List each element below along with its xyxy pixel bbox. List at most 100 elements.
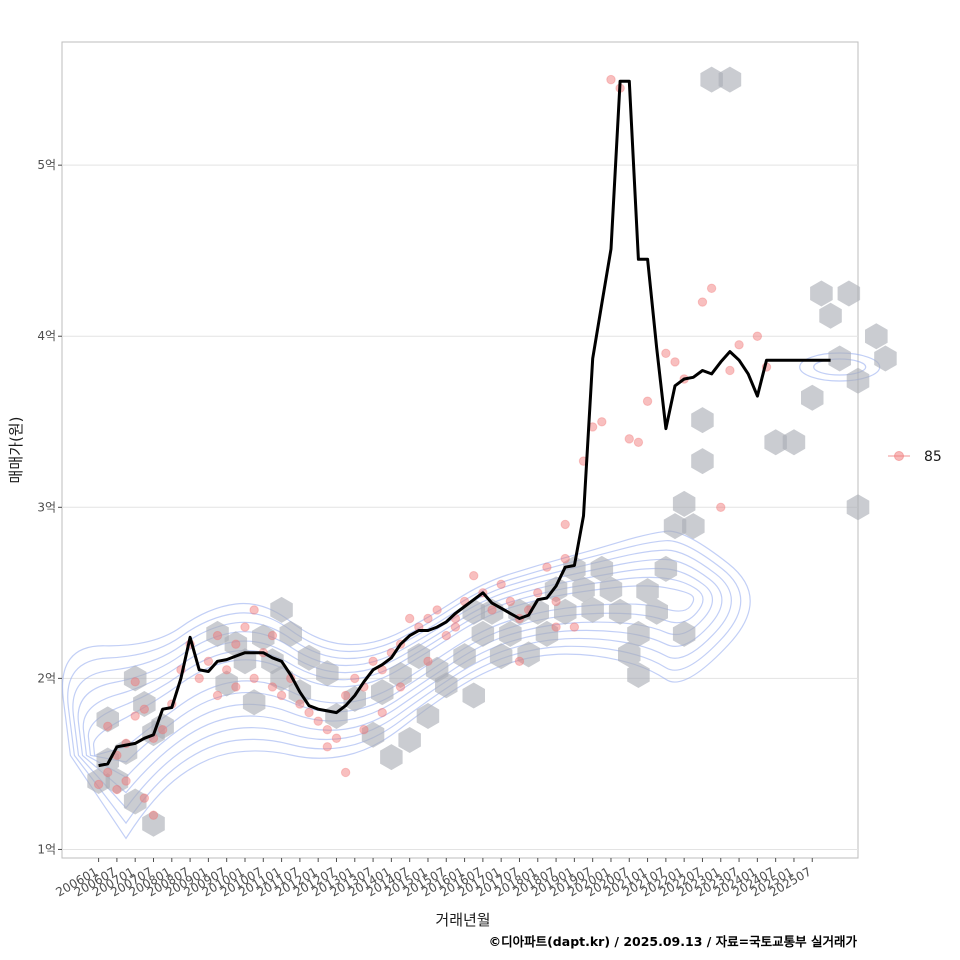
hexbin-layer xyxy=(87,66,897,837)
hexbin-cell xyxy=(627,662,650,688)
hexbin-cell xyxy=(343,685,366,712)
transaction-point xyxy=(725,365,735,376)
transaction-point xyxy=(569,622,580,632)
hexbin-cell xyxy=(819,302,842,329)
hexbin-cell xyxy=(361,721,385,748)
hexbin-cell xyxy=(489,643,513,670)
transaction-point xyxy=(240,622,250,632)
transaction-point xyxy=(295,699,305,709)
line-layer xyxy=(98,79,831,768)
transaction-point xyxy=(194,673,204,684)
transaction-point xyxy=(276,690,287,701)
y-axis-title: 매매가(원) xyxy=(7,417,25,484)
transaction-point xyxy=(697,297,708,307)
hexbin-cell xyxy=(270,596,293,623)
transaction-point xyxy=(469,571,479,581)
hexbin-cell xyxy=(435,672,458,699)
transaction-point xyxy=(249,605,259,615)
transaction-point xyxy=(103,767,113,778)
transaction-point xyxy=(551,622,561,632)
hexbin-cell xyxy=(691,407,714,434)
transaction-point xyxy=(377,707,387,718)
hexbin-cell xyxy=(810,280,833,307)
hexbin-cell xyxy=(508,598,531,625)
transaction-point xyxy=(231,682,241,692)
transaction-point xyxy=(212,630,223,641)
hexbin-cell xyxy=(380,744,403,771)
hexbin-cell xyxy=(206,620,229,647)
transaction-point xyxy=(597,417,607,427)
transaction-point xyxy=(368,656,378,666)
transaction-point xyxy=(313,716,323,726)
hexbin-cell xyxy=(252,624,275,651)
transaction-point xyxy=(670,357,680,367)
hexbin-cell xyxy=(672,490,696,517)
legend-marker xyxy=(894,451,904,461)
hexbin-cell xyxy=(123,788,147,815)
transaction-point xyxy=(121,776,131,786)
transaction-point xyxy=(395,682,406,692)
hexbin-cell xyxy=(627,620,650,647)
transaction-point xyxy=(533,588,543,598)
transaction-point xyxy=(212,690,223,701)
hexbin-cell xyxy=(764,429,787,456)
hexbin-cell xyxy=(618,641,641,668)
hexbin-cell xyxy=(837,280,861,307)
hexbin-cell xyxy=(242,689,266,716)
hexbin-cell xyxy=(590,555,614,582)
transaction-point xyxy=(752,331,763,341)
hexbin-cell xyxy=(151,713,174,740)
y-tick-label: 4억 xyxy=(37,329,56,343)
transaction-point xyxy=(249,673,259,684)
transaction-point xyxy=(331,733,342,743)
hexbin-cell xyxy=(554,598,577,625)
y-axis: 1억 2억 3억 4억 5억 xyxy=(37,158,62,856)
caption: ©디아파트(dapt.kr) / 2025.09.13 / 자료=국토교통부 실… xyxy=(489,934,858,949)
hexbin-cell xyxy=(105,768,129,794)
transaction-point xyxy=(624,434,634,444)
plot-panel xyxy=(61,41,859,859)
hexbin-cell xyxy=(215,670,238,697)
transaction-point xyxy=(203,656,214,666)
legend: 85 xyxy=(888,449,942,465)
hexbin-cell xyxy=(846,494,870,521)
hexbin-cell xyxy=(87,768,110,794)
transaction-point xyxy=(661,348,671,359)
transaction-point xyxy=(706,283,717,294)
hexbin-cell xyxy=(389,662,412,688)
transaction-point xyxy=(130,677,140,687)
hexbin-cell xyxy=(581,596,604,623)
hexbin-cell xyxy=(544,576,568,603)
transaction-point xyxy=(606,74,616,85)
hexbin-cell xyxy=(279,620,302,647)
transaction-point xyxy=(221,665,232,675)
y-tick-label: 5억 xyxy=(37,158,56,172)
hexbin-cell xyxy=(682,513,705,540)
hexbin-cell xyxy=(874,345,897,372)
hexbin-cell xyxy=(718,66,742,93)
gridlines xyxy=(62,164,858,850)
hexbin-cell xyxy=(96,706,119,733)
hexbin-cell xyxy=(700,66,723,93)
hexbin-cell xyxy=(846,367,870,394)
transaction-point xyxy=(441,630,451,641)
y-tick-label: 2억 xyxy=(37,671,56,685)
transaction-point xyxy=(103,721,113,731)
density-contour xyxy=(61,530,751,840)
hexbin-cell xyxy=(663,513,687,540)
transaction-point xyxy=(716,502,726,513)
hexbin-cell xyxy=(142,810,165,837)
transaction-point xyxy=(423,613,433,624)
hexbin-cell xyxy=(865,323,888,350)
legend-label: 85 xyxy=(924,449,942,465)
transaction-point xyxy=(359,724,369,735)
transaction-point xyxy=(542,562,552,572)
hexbin-cell xyxy=(801,384,824,411)
transaction-point xyxy=(734,340,744,350)
hexbin-cell xyxy=(133,691,156,717)
transaction-point xyxy=(322,742,333,752)
hexbin-cell xyxy=(636,578,659,605)
transaction-point xyxy=(139,704,150,714)
transaction-point xyxy=(633,437,644,448)
